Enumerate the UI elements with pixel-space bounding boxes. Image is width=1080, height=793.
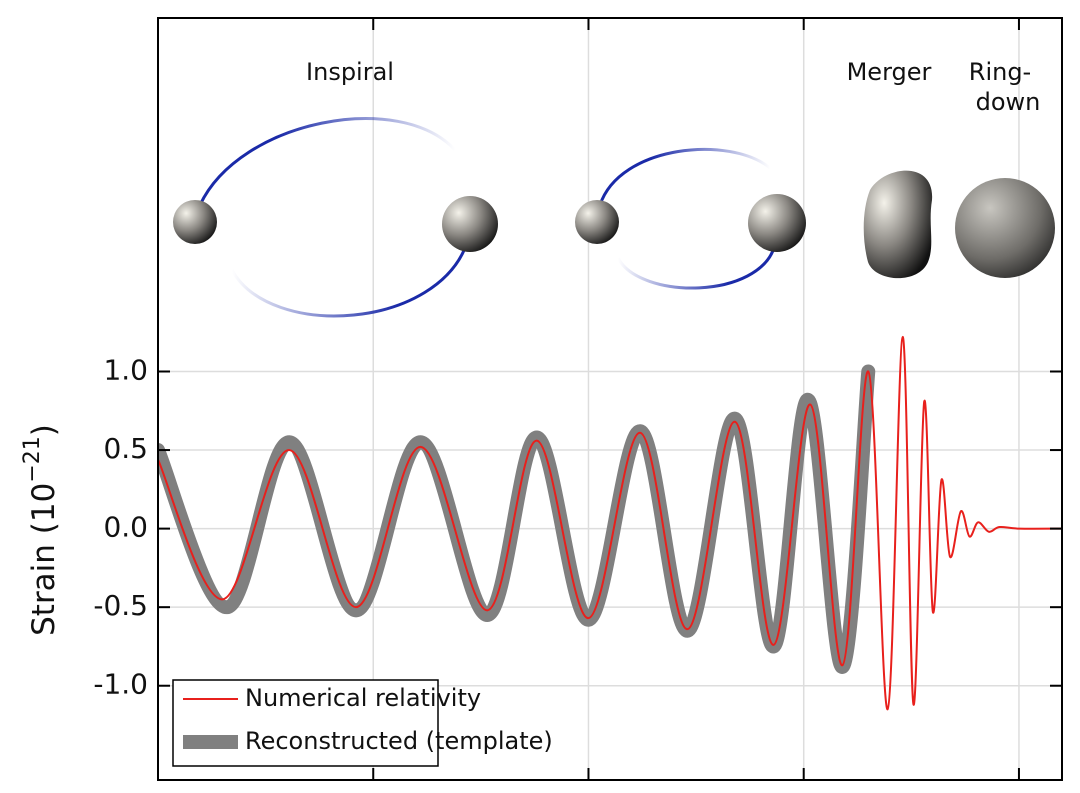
orbit xyxy=(616,244,777,290)
illustration xyxy=(173,117,1055,318)
y-label-exponent: −21 xyxy=(20,436,45,482)
annotation: Merger xyxy=(847,58,932,86)
merged-black-hole xyxy=(863,170,933,279)
black-hole xyxy=(173,200,217,244)
y-axis-label: Strain (10−21) xyxy=(20,424,62,636)
annotation: Ring- xyxy=(969,58,1031,86)
annotation: down xyxy=(976,88,1041,116)
y-tick-label: 0.5 xyxy=(103,432,148,465)
black-hole xyxy=(442,196,498,252)
series-line xyxy=(158,335,1062,711)
y-tick-label: 0.0 xyxy=(103,511,148,544)
orbit xyxy=(230,239,470,318)
y-tick-label: -1.0 xyxy=(93,668,148,701)
black-hole xyxy=(955,178,1055,278)
black-hole xyxy=(748,194,806,252)
y-tick-label: 1.0 xyxy=(103,354,148,387)
annotation: Inspiral xyxy=(306,58,394,86)
y-label-close: ) xyxy=(26,424,62,436)
axes-frame xyxy=(157,17,1063,781)
legend-box xyxy=(172,679,439,767)
y-tick-label: -0.5 xyxy=(93,589,148,622)
orbit xyxy=(598,147,771,206)
y-label-text: Strain (10 xyxy=(26,483,62,636)
black-hole xyxy=(575,200,619,244)
legend-label: Reconstructed (template) xyxy=(245,727,553,755)
orbit xyxy=(198,117,457,206)
legend-label: Numerical relativity xyxy=(245,684,481,712)
